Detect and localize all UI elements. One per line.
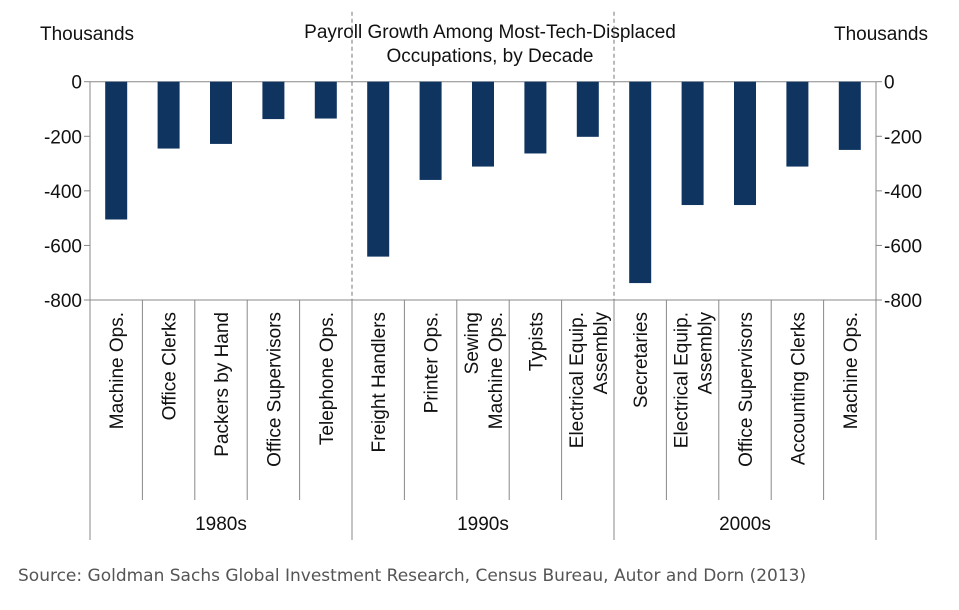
bar: [734, 81, 756, 206]
bar-chart: Payroll Growth Among Most-Tech-Displaced…: [40, 11, 928, 540]
decade-label: 1980s: [195, 514, 247, 535]
category-label: Machine Ops.: [107, 312, 128, 429]
bar: [105, 81, 128, 220]
y-tick-label-left: 0: [71, 73, 82, 94]
bar: [576, 81, 599, 137]
category-label: Office Supervisors: [264, 312, 285, 467]
bar: [629, 81, 652, 284]
category-label: Machine Ops.: [841, 312, 862, 429]
bar: [472, 81, 494, 167]
category-label: Machine Ops.: [486, 312, 507, 429]
y-tick-label-left: -400: [44, 182, 82, 203]
bar: [210, 81, 232, 144]
bar: [524, 81, 547, 154]
y-tick-label-right: 0: [884, 73, 895, 94]
y-axis-label-right: Thousands: [834, 24, 928, 45]
bar: [786, 81, 809, 167]
category-label: Secretaries: [631, 312, 652, 408]
y-tick-label-right: -600: [884, 236, 922, 257]
bar: [367, 81, 390, 257]
category-label: Freight Handlers: [369, 312, 390, 452]
y-tick-label-left: -600: [44, 236, 82, 257]
bar: [314, 81, 337, 119]
category-label: Electrical Equip.: [672, 312, 693, 448]
bar: [262, 81, 285, 120]
bar: [157, 81, 180, 149]
decade-label: 1990s: [457, 514, 509, 535]
bar: [681, 81, 704, 206]
category-label: Assembly: [591, 312, 612, 395]
category-label: Sewing: [462, 312, 483, 374]
bar: [419, 81, 442, 180]
category-label: Assembly: [696, 312, 717, 395]
y-axis-label-left: Thousands: [40, 24, 134, 45]
category-label: Packers by Hand: [212, 312, 233, 457]
category-label: Accounting Clerks: [788, 312, 809, 465]
category-label: Typists: [526, 312, 547, 371]
y-tick-label-left: -200: [44, 127, 82, 148]
decade-label: 2000s: [719, 514, 771, 535]
bar: [838, 81, 861, 150]
y-tick-label-right: -400: [884, 182, 922, 203]
category-label: Office Supervisors: [736, 312, 757, 467]
y-tick-label-left: -800: [44, 291, 82, 312]
category-label: Printer Ops.: [422, 312, 443, 413]
chart-title: Payroll Growth Among Most-Tech-Displaced: [304, 22, 676, 43]
y-tick-label-right: -200: [884, 127, 922, 148]
source-note: Source: Goldman Sachs Global Investment …: [18, 566, 807, 586]
category-label: Electrical Equip.: [567, 312, 588, 448]
category-label: Office Clerks: [160, 312, 181, 420]
y-tick-label-right: -800: [884, 291, 922, 312]
category-label: Telephone Ops.: [317, 312, 338, 445]
chart-title: Occupations, by Decade: [386, 46, 593, 67]
